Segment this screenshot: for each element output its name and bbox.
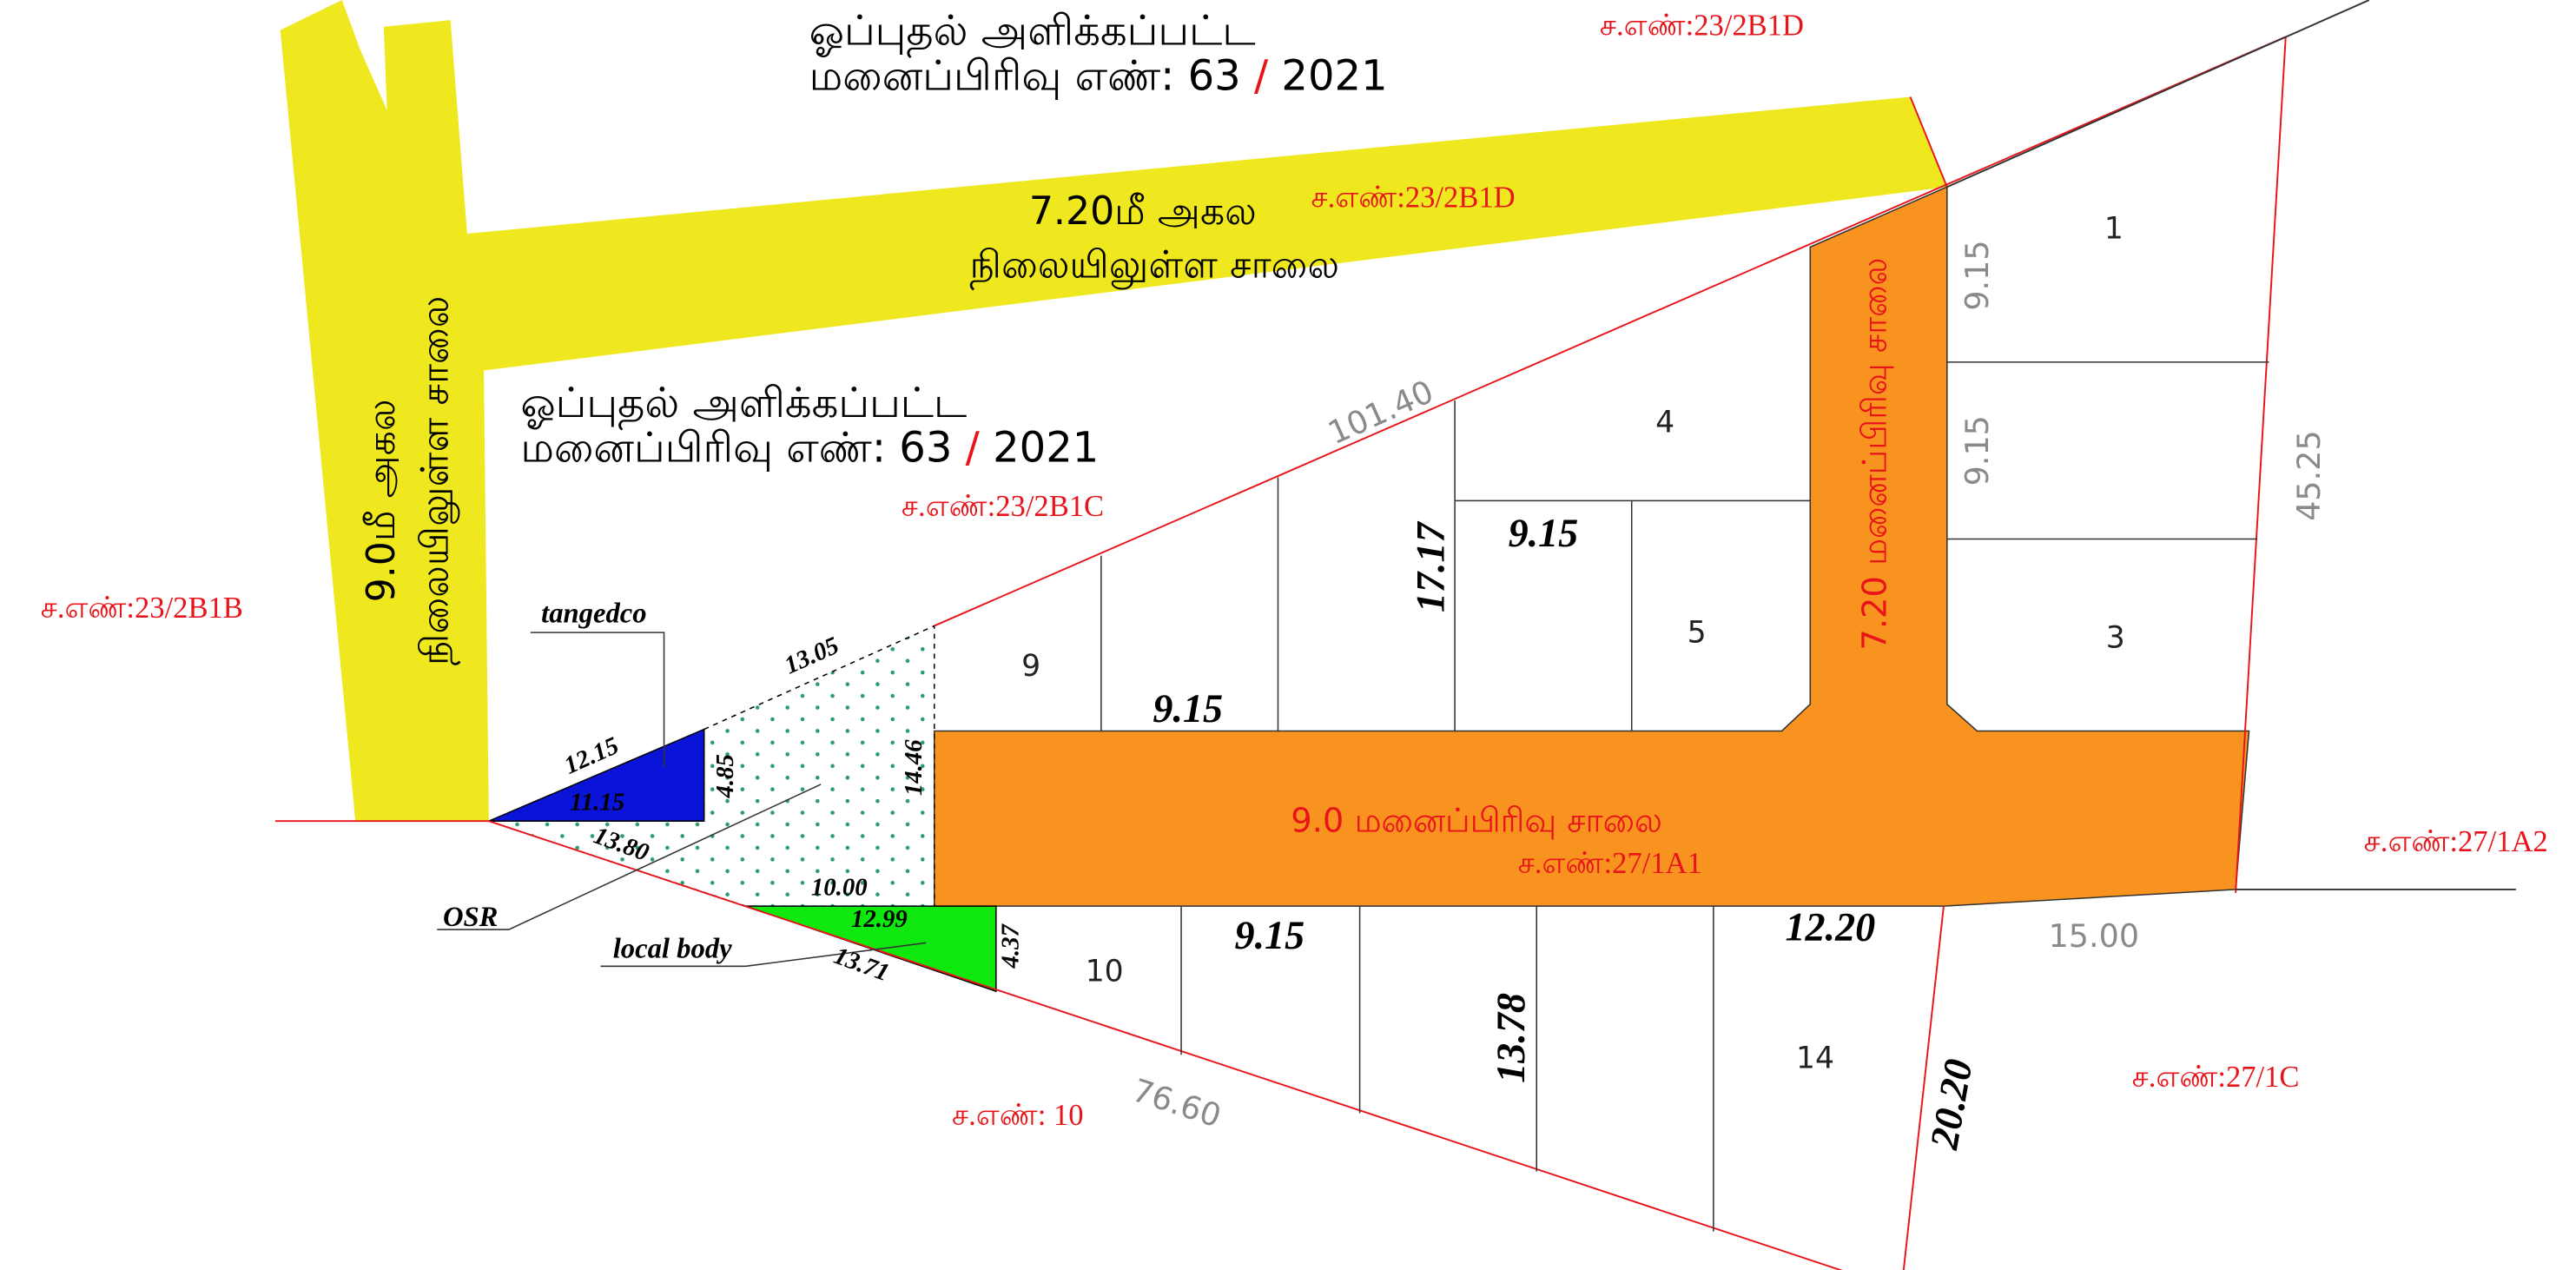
dimension: 9.15 — [1235, 913, 1305, 957]
road-label: நிலையிலுள்ள சாலை — [969, 242, 1339, 290]
layout-plan: ஓப்புதல் அளிக்கப்பட்ட மனைப்பிரிவு எண்: 6… — [0, 0, 2576, 1270]
plot-number: 1 — [2104, 212, 2124, 247]
plot-number: 5 — [1688, 616, 1707, 651]
dimension: 12.20 — [1785, 905, 1875, 949]
dimension: 45.25 — [2290, 430, 2328, 520]
approval-line: மனைப்பிரிவு எண்: 63 / 2021 — [809, 51, 1388, 100]
survey-number: ச.எண்:27/1A1 — [1518, 847, 1702, 880]
dimension: 9.15 — [1958, 240, 1996, 310]
plot-number: 3 — [2106, 620, 2125, 655]
road-label: 9.0மீ அகல — [360, 399, 404, 602]
survey-number: ச.எண்:23/2B1C — [902, 490, 1104, 523]
dimension: 11.15 — [570, 789, 624, 817]
plot-number: 9 — [1021, 649, 1040, 684]
reserve-label: local body — [613, 934, 732, 965]
separator: / — [966, 424, 981, 473]
survey-number: ச.எண்: 10 — [952, 1099, 1084, 1132]
reserve-label: tangedco — [541, 598, 646, 629]
road-label: 9.0 மனைப்பிரிவு சாலை — [1291, 802, 1662, 841]
dimension: 101.40 — [1323, 373, 1439, 452]
approval-number: மனைப்பிரிவு எண்: 63 — [520, 424, 965, 473]
boundary-line — [935, 36, 2286, 625]
dimension: 4.85 — [711, 754, 739, 798]
dimension: 9.15 — [1958, 415, 1996, 486]
survey-number: ச.எண்:23/2B1B — [41, 592, 243, 625]
boundary-line — [2236, 36, 2286, 892]
boundary-line — [1947, 0, 2369, 187]
survey-number: ச.எண்:23/2B1D — [1311, 182, 1516, 215]
dimension: 17.17 — [1409, 520, 1453, 612]
dimension: 20.20 — [1921, 1055, 1980, 1153]
dimension: 10.00 — [811, 874, 868, 902]
dimension: 4.37 — [997, 923, 1025, 969]
road-label: 7.20மீ அகல — [1029, 189, 1257, 234]
dimension: 9.15 — [1509, 511, 1579, 555]
dimension: 12.99 — [851, 905, 908, 933]
approval-number: மனைப்பிரிவு எண்: 63 — [809, 51, 1254, 100]
dimension: 76.60 — [1128, 1071, 1226, 1134]
survey-number: ச.எண்:23/2B1D — [1600, 10, 1804, 43]
reserve-label: OSR — [443, 902, 498, 933]
layout-road — [935, 187, 2249, 906]
plot-number: 4 — [1655, 405, 1674, 440]
road-label: நிலையிலுள்ள சாலை — [413, 295, 460, 665]
survey-number: ச.எண்:27/1C — [2132, 1061, 2300, 1094]
dimension: 14.46 — [900, 739, 928, 796]
survey-number: ச.எண்:27/1A2 — [2364, 825, 2548, 858]
page: {"approvals": [ {"line1": "ஓப்புதல் அளிக… — [0, 0, 2576, 1270]
approval-year: 2021 — [1268, 51, 1387, 100]
road-label: 7.20 மனைப்பிரிவு சாலை — [1856, 258, 1895, 651]
reserved-areas — [489, 625, 996, 991]
approval-year: 2021 — [980, 424, 1099, 473]
approval-line: மனைப்பிரிவு எண்: 63 / 2021 — [520, 424, 1099, 473]
dimension: 13.78 — [1489, 993, 1533, 1083]
plot-number: 10 — [1086, 954, 1124, 989]
dimension: 15.00 — [2049, 917, 2139, 955]
plot-number: 14 — [1796, 1041, 1834, 1075]
separator: / — [1254, 51, 1269, 100]
dimension: 9.15 — [1153, 686, 1223, 731]
